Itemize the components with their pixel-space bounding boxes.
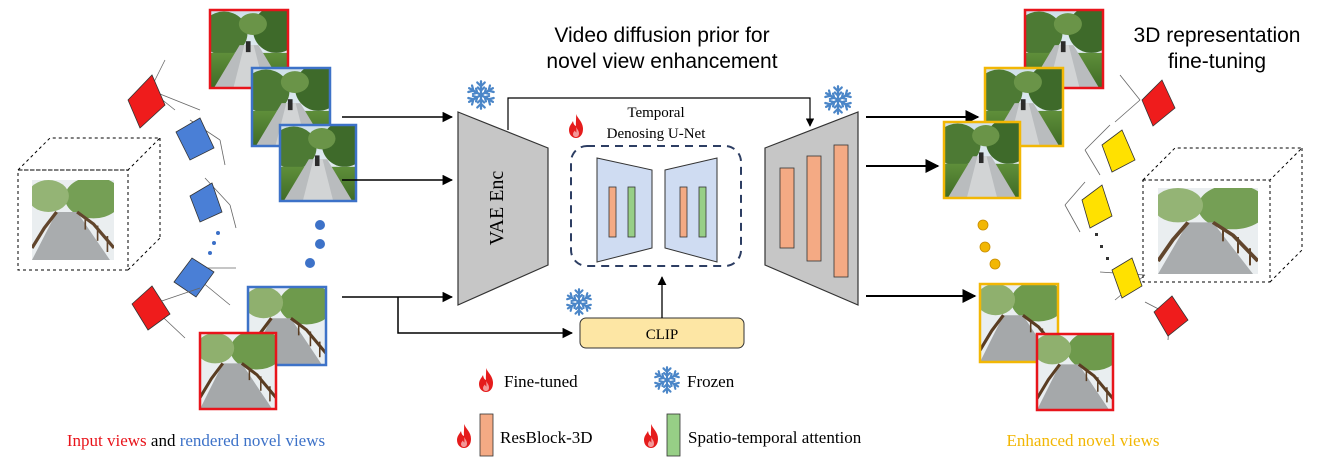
rendered-view-frame <box>246 285 328 367</box>
caption-input-views: Input views <box>67 431 147 450</box>
clip-label: CLIP <box>646 327 679 343</box>
camera-blue-icon <box>189 182 223 223</box>
resblock-bar <box>833 144 849 278</box>
vae-encoder-label: VAE Enc <box>486 171 508 246</box>
clip-encoder: CLIP <box>566 276 745 349</box>
rendered-view-frame <box>278 123 358 203</box>
legend-resblock: ResBlock-3D <box>500 428 593 447</box>
caption-and: and <box>147 431 180 450</box>
caption-rendered-views: rendered novel views <box>180 431 325 450</box>
attention-bar <box>627 186 636 238</box>
input-view-frame <box>1035 332 1115 412</box>
input-view-frame <box>198 331 278 411</box>
camera-red-icon <box>131 285 171 331</box>
legend-fine-tuned: Fine-tuned <box>504 372 578 391</box>
snowflake-icon <box>566 289 592 315</box>
flame-icon <box>644 424 658 448</box>
camera-red-icon <box>127 74 166 129</box>
resblock-legend-swatch <box>479 413 494 457</box>
enhanced-view-frame <box>942 120 1022 200</box>
flame-icon <box>479 368 493 392</box>
legend-frozen: Frozen <box>687 372 735 391</box>
enhanced-view-frame <box>978 282 1060 364</box>
attention-bar <box>698 186 707 238</box>
snowflake-icon <box>467 81 495 109</box>
camera-yellow-icon <box>1101 129 1136 173</box>
flame-icon <box>457 424 471 448</box>
output-arrows <box>866 110 980 303</box>
input-view-frame <box>208 8 290 90</box>
left-image-stack <box>198 8 358 411</box>
right-image-stack <box>942 8 1115 412</box>
camera-blue-icon <box>175 117 215 161</box>
right-title-line-1: 3D representation <box>1134 24 1301 47</box>
left-cameras <box>127 59 237 339</box>
right-title-line-2: fine-tuning <box>1168 50 1266 73</box>
camera-red-icon <box>1153 295 1189 337</box>
temporal-unet: Temporal Denosing U-Net <box>569 105 742 267</box>
input-arrows <box>342 111 574 339</box>
legend-attention: Spatio-temporal attention <box>688 428 862 447</box>
unet-label-line-2: Denosing U-Net <box>607 126 707 142</box>
snowflake-icon <box>824 86 852 114</box>
legend: Fine-tuned Frozen ResBlock-3D Spatio-tem… <box>457 367 862 457</box>
unet-label-line-1: Temporal <box>627 105 684 121</box>
center-title-line-2: novel view enhancement <box>546 50 777 73</box>
flame-icon <box>569 114 583 138</box>
right-3d-scene <box>1141 147 1304 283</box>
resblock-bar <box>679 186 688 238</box>
camera-red-icon <box>1141 79 1176 127</box>
resblock-bar <box>779 167 795 249</box>
caption-left: Input views and rendered novel views <box>67 431 325 450</box>
vae-encoder: VAE Enc <box>457 111 549 306</box>
camera-yellow-icon <box>1111 257 1143 299</box>
caption-right: Enhanced novel views <box>1007 431 1160 450</box>
vae-decoder <box>764 111 859 306</box>
resblock-bar <box>806 155 822 262</box>
resblock-bar <box>608 186 617 238</box>
left-3d-scene <box>16 137 162 271</box>
camera-blue-icon <box>173 257 215 298</box>
snowflake-icon <box>654 367 680 393</box>
enhanced-view-frame <box>983 66 1065 148</box>
center-title-line-1: Video diffusion prior for <box>554 24 769 47</box>
skip-connection <box>507 97 815 130</box>
attention-legend-swatch <box>666 413 681 457</box>
camera-yellow-icon <box>1081 184 1113 229</box>
right-cameras <box>1064 74 1189 341</box>
